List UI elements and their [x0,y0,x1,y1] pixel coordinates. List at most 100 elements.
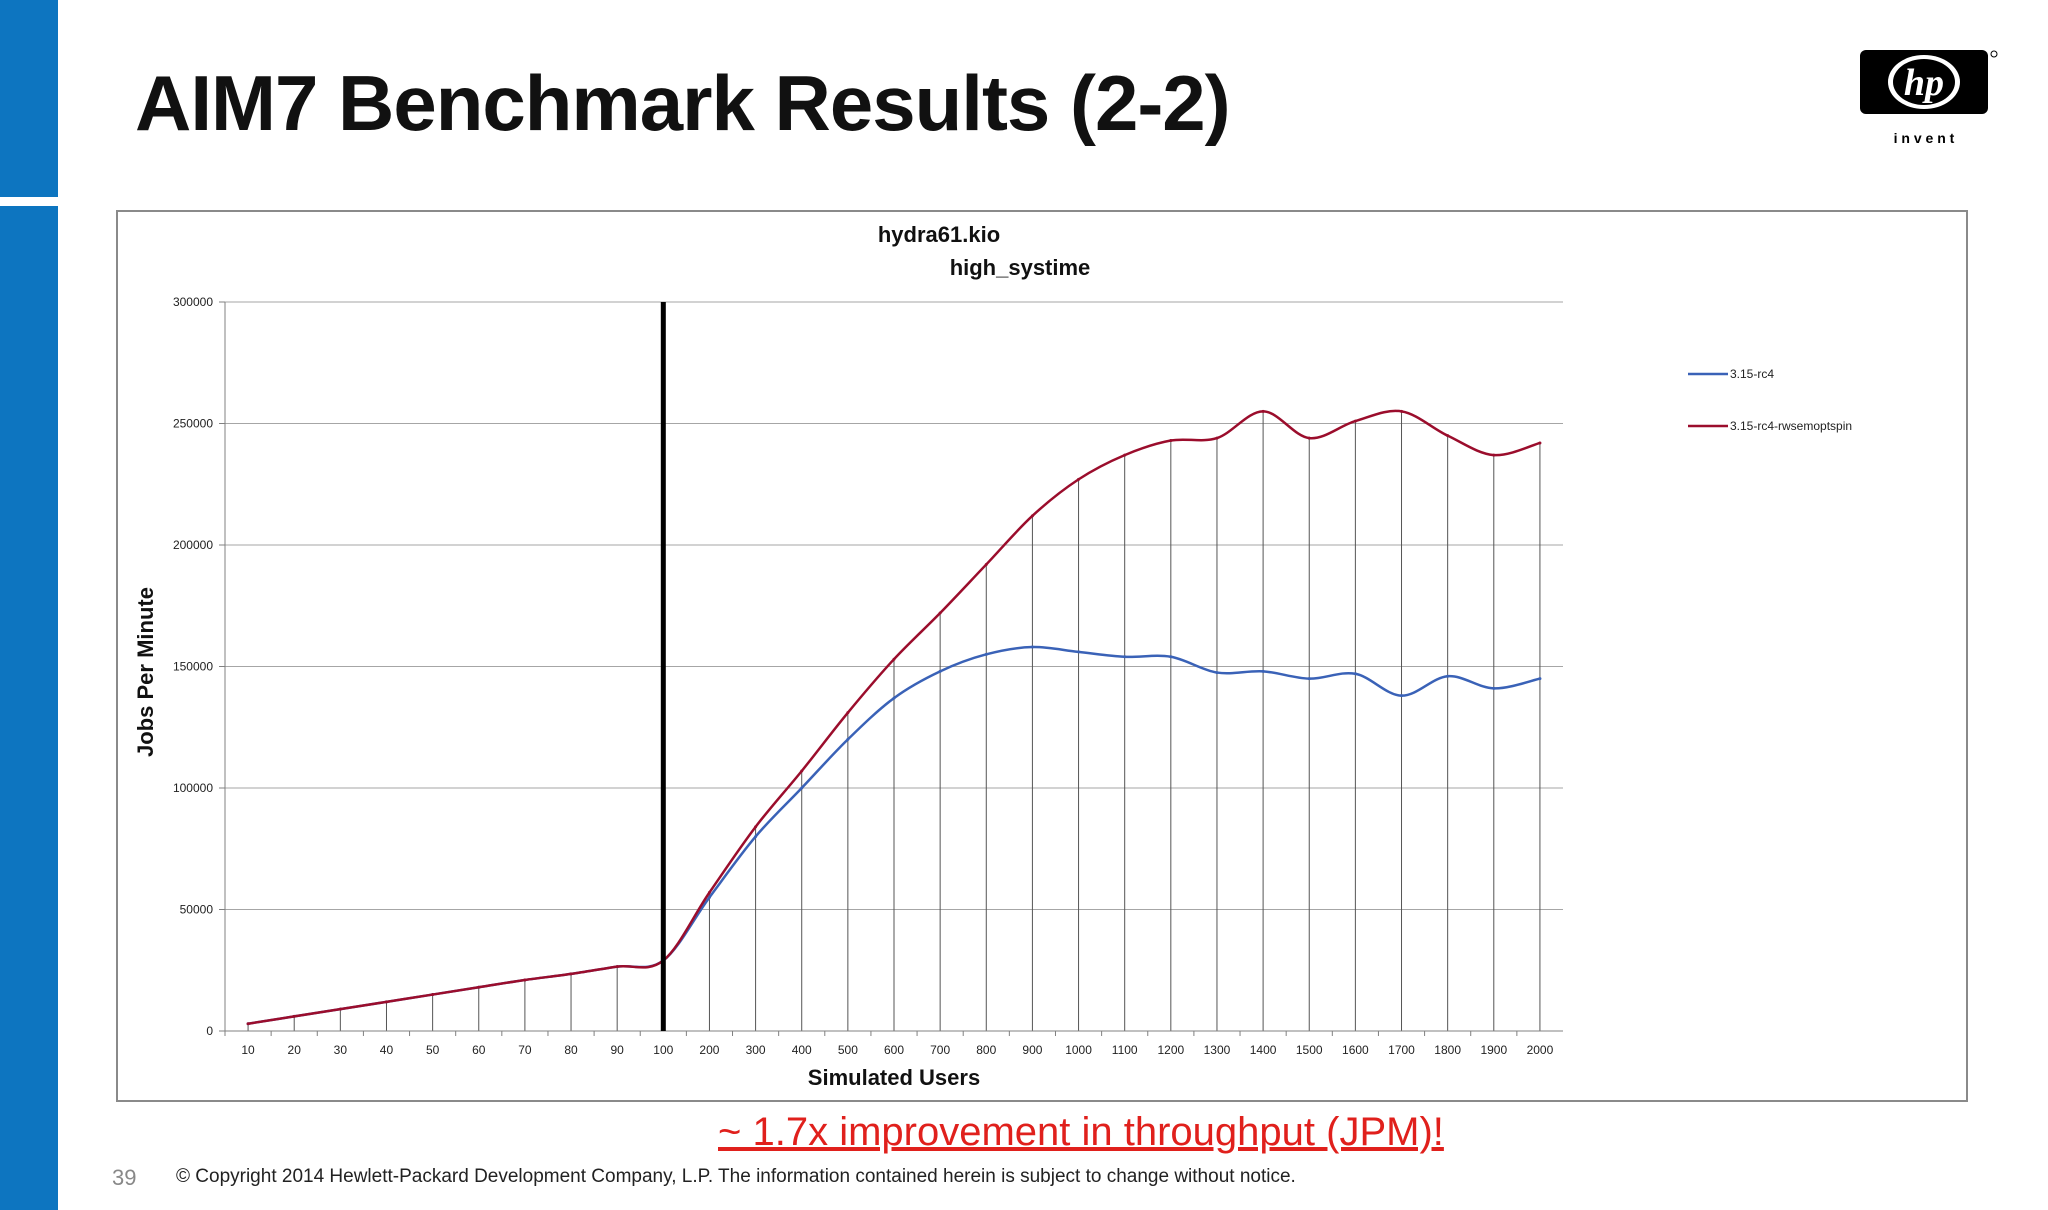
data-point [1215,671,1219,675]
logo-mark: hp [1904,62,1944,104]
x-tick-label: 10 [241,1043,255,1057]
y-tick-label: 150000 [173,660,213,674]
data-point [846,711,850,715]
data-point [477,985,481,989]
y-tick-label: 100000 [173,781,213,795]
data-point [1077,650,1081,654]
page-number: 39 [112,1165,137,1190]
x-tick-label: 1900 [1480,1043,1507,1057]
data-point [1077,477,1081,481]
data-point [1215,436,1219,440]
legend-label: 3.15-rc4 [1730,367,1774,381]
x-tick-label: 1700 [1388,1043,1415,1057]
data-point [984,562,988,566]
data-point [1538,441,1542,445]
hp-logo: hp i n v e n t [1858,48,1998,148]
data-point [938,611,942,615]
data-point [1446,434,1450,438]
chart-subtitle: high_systime [950,255,1091,280]
x-tick-label: 80 [564,1043,578,1057]
data-point [1492,686,1496,690]
x-tick-label: 40 [380,1043,394,1057]
data-point [384,1000,388,1004]
x-tick-label: 1400 [1250,1043,1277,1057]
x-tick-label: 70 [518,1043,532,1057]
data-point [754,835,758,839]
x-tick-label: 1100 [1112,1043,1138,1057]
x-tick-label: 30 [334,1043,348,1057]
data-point [1492,453,1496,457]
data-point [1030,514,1034,518]
data-point [1123,453,1127,457]
data-point [707,890,711,894]
x-tick-label: 900 [1022,1043,1042,1057]
y-axis-label: Jobs Per Minute [133,587,158,757]
data-point [338,1007,342,1011]
data-point [1169,439,1173,443]
data-point [1538,677,1542,681]
accent-bar-bottom [0,206,58,1210]
data-point [1400,694,1404,698]
x-tick-label: 1000 [1065,1043,1092,1057]
x-tick-label: 1800 [1434,1043,1461,1057]
data-point [1400,409,1404,413]
chart-frame: hydra61.kio high_systime Simulated Users… [116,210,1968,1102]
x-tick-label: 400 [792,1043,812,1057]
data-point [938,669,942,673]
data-point [1307,436,1311,440]
line-chart: hydra61.kio high_systime Simulated Users… [133,222,1852,1090]
data-point [615,965,619,969]
data-point [569,972,573,976]
accent-bar-top [0,0,58,197]
x-tick-label: 100 [653,1043,673,1057]
copyright-notice: © Copyright 2014 Hewlett-Packard Develop… [176,1166,1296,1187]
logo-tagline: i n v e n t [1894,130,1955,146]
legend-label: 3.15-rc4-rwsemoptspin [1730,419,1852,433]
data-point [1446,674,1450,678]
data-point [800,769,804,773]
chart-title: hydra61.kio [878,222,1000,247]
data-point [1030,645,1034,649]
data-point [1353,419,1357,423]
data-point [754,825,758,829]
data-point [292,1014,296,1018]
data-point [846,737,850,741]
improvement-note: ~ 1.7x improvement in throughput (JPM)! [718,1110,1444,1154]
x-tick-label: 50 [426,1043,440,1057]
data-point [800,786,804,790]
data-point [246,1022,250,1026]
data-point [1169,655,1173,659]
y-tick-label: 50000 [180,903,214,917]
x-tick-label: 60 [472,1043,486,1057]
x-tick-label: 20 [288,1043,302,1057]
x-tick-label: 1200 [1157,1043,1184,1057]
slide-title: AIM7 Benchmark Results (2-2) [135,59,1231,147]
y-tick-label: 250000 [173,417,213,431]
data-point [892,696,896,700]
data-point [984,652,988,656]
x-tick-label: 700 [930,1043,950,1057]
data-point [1353,672,1357,676]
x-tick-label: 90 [610,1043,624,1057]
y-tick-label: 300000 [173,295,213,309]
x-tick-label: 1300 [1204,1043,1231,1057]
x-tick-label: 500 [838,1043,858,1057]
x-tick-label: 600 [884,1043,904,1057]
x-tick-label: 1500 [1296,1043,1323,1057]
x-tick-label: 300 [746,1043,766,1057]
data-point [1261,669,1265,673]
x-tick-label: 200 [699,1043,719,1057]
x-axis-label: Simulated Users [808,1065,980,1090]
data-point [431,993,435,997]
data-point [707,895,711,899]
x-tick-label: 1600 [1342,1043,1369,1057]
x-tick-label: 800 [976,1043,996,1057]
y-tick-label: 200000 [173,538,213,552]
data-point [892,657,896,661]
y-tick-label: 0 [206,1024,213,1038]
data-point [523,978,527,982]
series-line-1 [247,409,1541,1025]
data-point [1307,677,1311,681]
data-point [1261,409,1265,413]
x-tick-label: 2000 [1527,1043,1554,1057]
